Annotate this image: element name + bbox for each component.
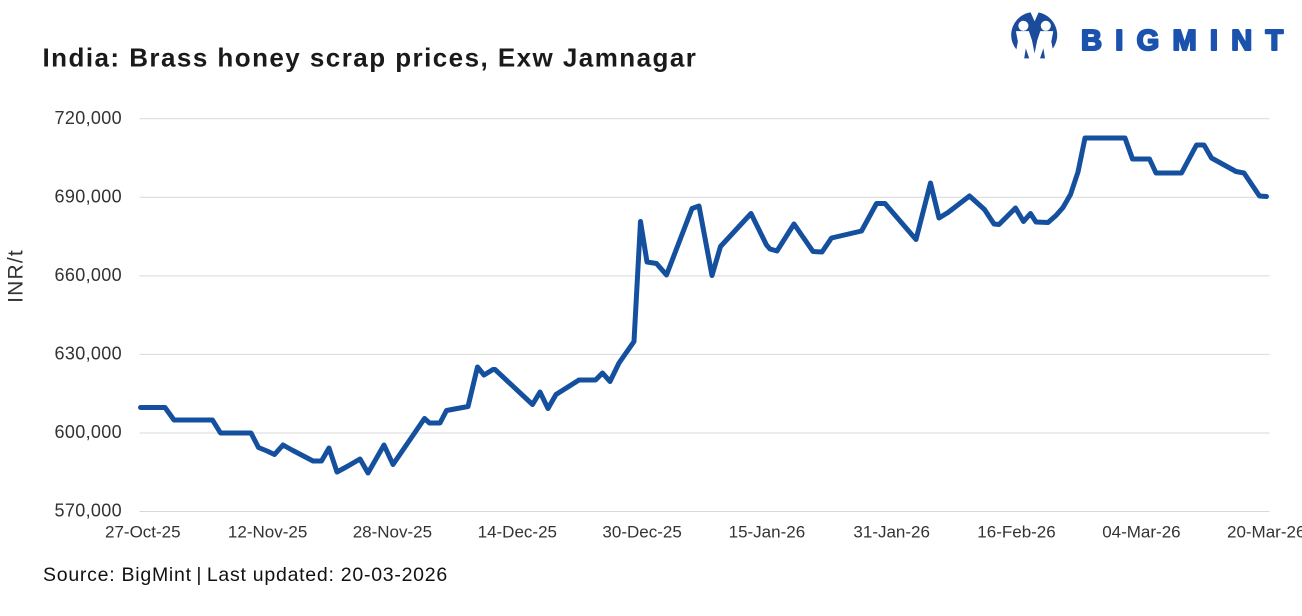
svg-text:28-Nov-25: 28-Nov-25: [353, 523, 432, 542]
svg-text:BIGMINT: BIGMINT: [1081, 25, 1297, 57]
svg-text:14-Dec-25: 14-Dec-25: [478, 523, 557, 542]
svg-text:04-Mar-26: 04-Mar-26: [1102, 523, 1180, 542]
svg-text:690,000: 690,000: [54, 186, 122, 206]
svg-text:Source: BigMint | Last updated: Source: BigMint | Last updated: 20-03-20…: [43, 564, 448, 586]
svg-text:27-Oct-25: 27-Oct-25: [105, 523, 181, 542]
svg-text:630,000: 630,000: [54, 344, 122, 364]
svg-text:12-Nov-25: 12-Nov-25: [228, 523, 307, 542]
svg-text:20-Mar-26: 20-Mar-26: [1227, 523, 1302, 542]
svg-text:16-Feb-26: 16-Feb-26: [977, 523, 1055, 542]
svg-text:570,000: 570,000: [54, 501, 122, 521]
svg-text:600,000: 600,000: [54, 422, 122, 442]
svg-text:15-Jan-26: 15-Jan-26: [729, 523, 806, 542]
svg-text:720,000: 720,000: [54, 108, 122, 128]
svg-text:30-Dec-25: 30-Dec-25: [602, 523, 681, 542]
svg-text:India: Brass honey scrap price: India: Brass honey scrap prices, Exw Jam…: [43, 43, 698, 73]
svg-text:660,000: 660,000: [54, 265, 122, 285]
svg-text:INR/t: INR/t: [5, 249, 28, 303]
svg-text:31-Jan-26: 31-Jan-26: [853, 523, 930, 542]
